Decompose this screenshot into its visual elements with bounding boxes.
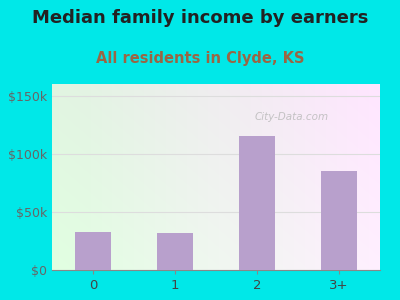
- Bar: [157, 233, 193, 270]
- Bar: [75, 232, 111, 270]
- Text: City-Data.com: City-Data.com: [254, 112, 328, 122]
- Text: All residents in Clyde, KS: All residents in Clyde, KS: [96, 51, 304, 66]
- Bar: [321, 171, 357, 270]
- Text: Median family income by earners: Median family income by earners: [32, 9, 368, 27]
- Bar: [239, 136, 275, 270]
